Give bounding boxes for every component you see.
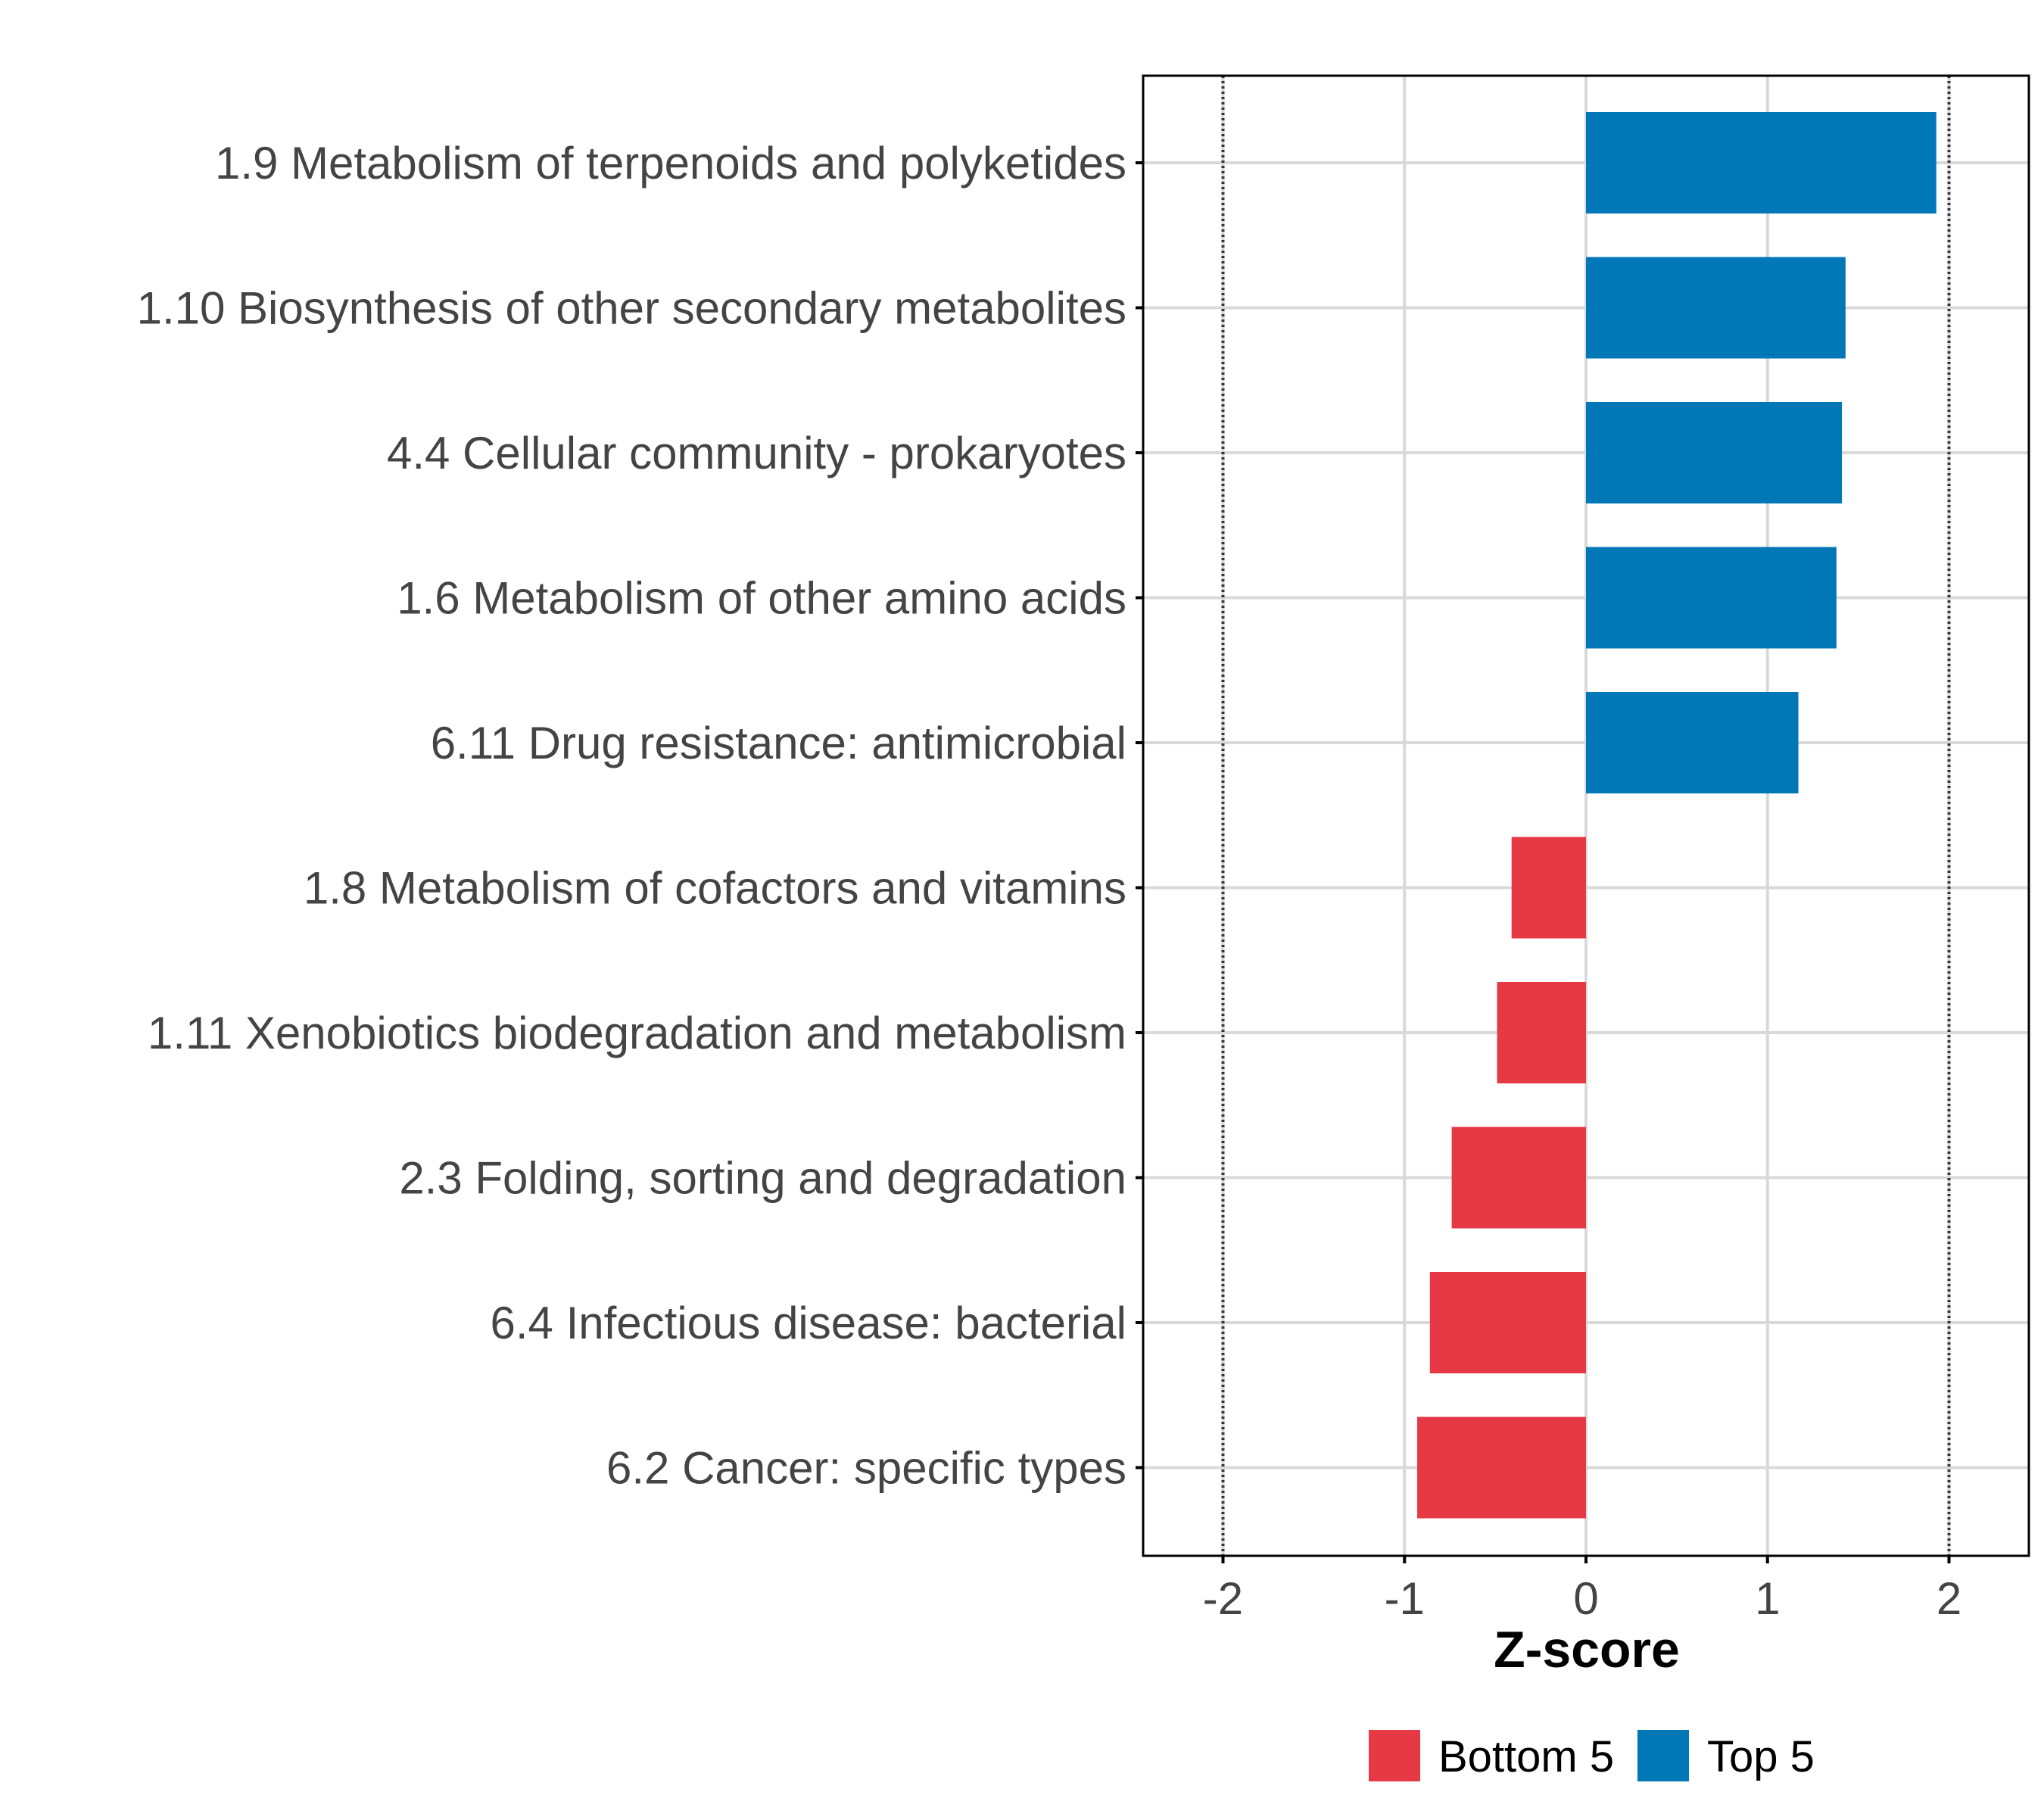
y-tick-label: 2.3 Folding, sorting and degradation xyxy=(399,1153,1126,1204)
bar-top xyxy=(1586,402,1843,503)
y-tick-label: 1.10 Biosynthesis of other secondary met… xyxy=(137,283,1126,334)
x-tick-label: -1 xyxy=(1385,1573,1425,1624)
bar-bottom xyxy=(1417,1417,1586,1519)
y-tick-label: 6.4 Infectious disease: bacterial xyxy=(491,1298,1127,1348)
bar-top xyxy=(1586,547,1837,649)
x-tick-label: 0 xyxy=(1573,1573,1598,1624)
y-tick-label: 1.11 Xenobiotics biodegradation and meta… xyxy=(148,1008,1126,1058)
bar-bottom xyxy=(1511,837,1586,939)
legend-swatch xyxy=(1369,1730,1420,1781)
x-tick-label: 1 xyxy=(1755,1573,1780,1624)
y-tick-label: 6.2 Cancer: specific types xyxy=(606,1443,1126,1494)
y-tick-label: 1.8 Metabolism of cofactors and vitamins xyxy=(304,863,1126,914)
bars xyxy=(1417,112,1937,1519)
bar-top xyxy=(1586,692,1799,793)
y-tick-label: 4.4 Cellular community - prokaryotes xyxy=(387,428,1126,478)
bar-bottom xyxy=(1497,982,1586,1083)
legend-label: Bottom 5 xyxy=(1438,1732,1614,1781)
x-tick-label: -2 xyxy=(1203,1573,1243,1624)
x-tick-label: 2 xyxy=(1937,1573,1961,1624)
bar-top xyxy=(1586,112,1937,213)
bar-bottom xyxy=(1429,1272,1586,1373)
legend: Bottom 5 Top 5 xyxy=(1369,1730,1815,1781)
y-axis-ticks: 1.9 Metabolism of terpenoids and polyket… xyxy=(137,138,1143,1494)
x-axis-ticks: -2 -1 0 1 2 xyxy=(1203,1556,1961,1624)
y-tick-label: 1.6 Metabolism of other amino acids xyxy=(397,573,1126,624)
bar-top xyxy=(1586,257,1846,359)
x-axis-title: Z-score xyxy=(1494,1621,1680,1678)
y-tick-label: 6.11 Drug resistance: antimicrobial xyxy=(431,718,1126,768)
bar-bottom xyxy=(1451,1127,1586,1229)
y-tick-label: 1.9 Metabolism of terpenoids and polyket… xyxy=(215,138,1126,189)
legend-swatch xyxy=(1637,1730,1689,1781)
legend-label: Top 5 xyxy=(1707,1732,1815,1781)
